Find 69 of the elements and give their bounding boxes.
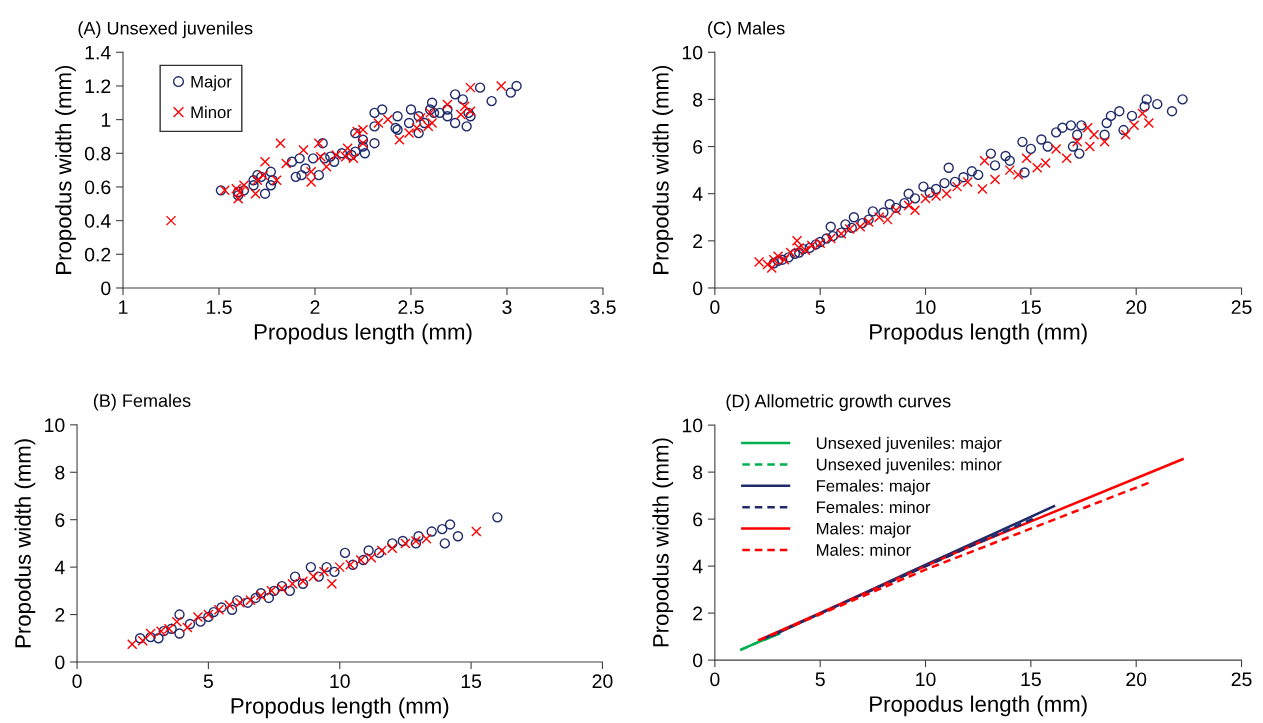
x-tick-label: 0 xyxy=(710,300,720,315)
y-tick-label: 10 xyxy=(682,418,703,433)
legend-label: Unsexed juveniles: minor xyxy=(816,458,1002,474)
x-tick-label: 20 xyxy=(1126,672,1147,687)
legend-label: Females: major xyxy=(817,479,931,496)
legend-label: Males: major xyxy=(817,522,911,538)
y-tick-label: 0.2 xyxy=(84,247,111,262)
y-tick-label: 0 xyxy=(693,281,703,296)
x-axis-title: Propodus length (mm) xyxy=(231,697,449,719)
legend-label: Females: minor xyxy=(817,500,931,514)
x-tick-label: 0 xyxy=(710,672,720,687)
x-tick-label: 3.5 xyxy=(590,300,616,315)
y-tick-label: 10 xyxy=(45,418,65,433)
x-tick-label: 15 xyxy=(1021,672,1041,687)
x-tick-label: 5 xyxy=(815,300,825,315)
y-tick-label: 4 xyxy=(692,559,703,574)
legend-label: Minor xyxy=(191,105,232,119)
chart-title: (B) Females xyxy=(93,393,191,411)
y-axis-title: Propodus width (mm) xyxy=(652,65,674,274)
x-tick-label: 5 xyxy=(815,672,825,687)
y-tick-label: 2 xyxy=(693,234,703,248)
y-tick-label: 0.6 xyxy=(84,180,111,195)
x-axis-title: Propodus length (mm) xyxy=(870,695,1087,717)
legend-label: Males: minor xyxy=(817,543,911,556)
x-tick-label: 25 xyxy=(1231,300,1252,315)
y-axis-title: Propodus width (mm) xyxy=(55,65,76,274)
x-tick-label: 5 xyxy=(203,674,213,689)
legend-label: Major xyxy=(191,75,232,91)
x-tick-label: 20 xyxy=(1126,300,1147,315)
x-tick-label: 15 xyxy=(461,674,482,689)
legend-label: Unsexed juveniles: major xyxy=(816,436,1002,453)
y-tick-label: 1.2 xyxy=(85,79,111,93)
y-tick-label: 4 xyxy=(54,560,65,575)
y-tick-label: 8 xyxy=(693,92,703,107)
x-tick-label: 10 xyxy=(916,300,936,315)
y-axis-title: Propodus width (mm) xyxy=(14,439,36,648)
x-tick-label: 20 xyxy=(592,674,613,689)
y-tick-label: 1 xyxy=(101,113,111,127)
x-tick-label: 1.5 xyxy=(206,300,232,315)
y-tick-label: 6 xyxy=(693,140,703,154)
y-axis-title: Propodus width (mm) xyxy=(652,438,674,647)
chart-title: (C) Males xyxy=(708,21,785,39)
y-tick-label: 1.4 xyxy=(85,45,111,60)
y-tick-label: 0 xyxy=(55,655,65,670)
chart-title: (A) Unsexed juveniles xyxy=(78,21,253,39)
x-tick-label: 10 xyxy=(330,674,350,689)
x-tick-label: 2 xyxy=(310,300,320,314)
x-axis-title: Propodus length (mm) xyxy=(254,323,472,345)
y-tick-label: 8 xyxy=(55,465,65,480)
x-tick-label: 10 xyxy=(916,672,936,687)
y-tick-label: 6 xyxy=(693,512,703,527)
x-tick-label: 15 xyxy=(1021,300,1041,315)
y-tick-label: 2 xyxy=(55,608,65,622)
x-tick-label: 1 xyxy=(119,300,128,314)
y-tick-label: 4 xyxy=(692,187,703,201)
x-tick-label: 25 xyxy=(1231,672,1252,687)
y-tick-label: 0 xyxy=(693,653,703,668)
chart-title: (D) Allometric growth curves xyxy=(726,394,951,412)
x-tick-label: 2.5 xyxy=(398,300,424,315)
y-tick-label: 10 xyxy=(682,45,703,60)
y-tick-label: 6 xyxy=(55,513,65,527)
y-tick-label: 0 xyxy=(101,281,111,296)
y-tick-label: 0.8 xyxy=(84,146,111,161)
y-tick-label: 2 xyxy=(693,606,703,621)
x-tick-label: 3 xyxy=(502,300,512,315)
y-tick-label: 0.4 xyxy=(84,214,111,228)
y-tick-label: 8 xyxy=(693,465,703,480)
x-tick-label: 0 xyxy=(72,674,82,689)
x-axis-title: Propodus length (mm) xyxy=(870,323,1087,345)
